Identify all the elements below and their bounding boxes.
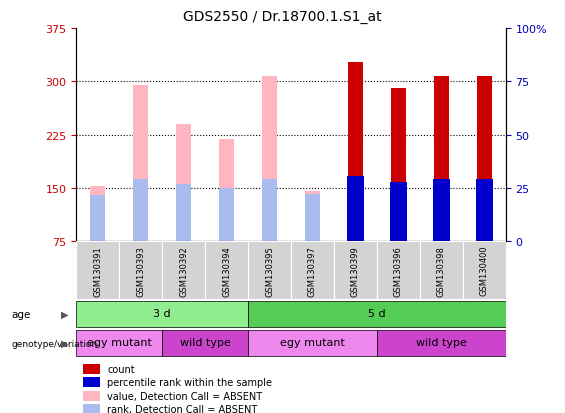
Bar (390, 183, 407, 242)
Bar (90, 186, 105, 242)
Bar (391, 89, 406, 242)
Text: GSM130395: GSM130395 (265, 245, 274, 296)
Bar (334, 242, 377, 299)
Text: value, Detection Call = ABSENT: value, Detection Call = ABSENT (107, 391, 262, 401)
Text: ▶: ▶ (61, 309, 69, 319)
Text: egy mutant: egy mutant (280, 338, 345, 348)
Text: percentile rank within the sample: percentile rank within the sample (107, 377, 272, 387)
Text: egy mutant: egy mutant (87, 338, 151, 348)
Bar (176, 125, 191, 242)
Text: GSM130392: GSM130392 (179, 245, 188, 296)
Bar (90, 195, 105, 242)
Bar (119, 242, 162, 299)
Text: 3 d: 3 d (153, 309, 171, 319)
Text: GSM130400: GSM130400 (480, 245, 489, 296)
Text: count: count (107, 364, 134, 374)
Bar (291, 242, 334, 299)
Text: rank, Detection Call = ABSENT: rank, Detection Call = ABSENT (107, 404, 257, 413)
Text: GSM130398: GSM130398 (437, 245, 446, 296)
Bar (248, 330, 377, 356)
Text: GSM130394: GSM130394 (222, 245, 231, 296)
Text: GDS2550 / Dr.18700.1.S1_at: GDS2550 / Dr.18700.1.S1_at (183, 10, 382, 24)
Bar (83, 404, 100, 413)
Text: 5 d: 5 d (368, 309, 386, 319)
Bar (176, 185, 191, 242)
Bar (133, 85, 148, 242)
Text: genotype/variation: genotype/variation (11, 339, 98, 348)
Bar (76, 330, 162, 356)
Bar (76, 242, 119, 299)
Bar (248, 301, 506, 327)
Bar (463, 242, 506, 299)
Text: GSM130391: GSM130391 (93, 245, 102, 296)
Text: GSM130393: GSM130393 (136, 245, 145, 296)
Bar (262, 179, 277, 242)
Bar (305, 195, 320, 242)
Bar (83, 377, 100, 387)
Text: GSM130396: GSM130396 (394, 245, 403, 296)
Bar (76, 301, 248, 327)
Text: GSM130399: GSM130399 (351, 245, 360, 296)
Bar (377, 242, 420, 299)
Text: ▶: ▶ (61, 338, 69, 348)
Text: wild type: wild type (416, 338, 467, 348)
Text: GSM130397: GSM130397 (308, 245, 317, 296)
Bar (248, 242, 291, 299)
Bar (162, 330, 248, 356)
Bar (133, 179, 148, 242)
Bar (205, 242, 248, 299)
Bar (420, 242, 463, 299)
Bar (219, 140, 234, 242)
Bar (219, 188, 234, 242)
Bar (377, 330, 506, 356)
Bar (477, 76, 492, 242)
Text: wild type: wild type (180, 338, 231, 348)
Bar (347, 176, 364, 242)
Bar (433, 179, 450, 242)
Bar (476, 179, 493, 242)
Bar (83, 391, 100, 401)
Bar (305, 192, 320, 242)
Bar (348, 63, 363, 242)
Bar (434, 76, 449, 242)
Bar (83, 364, 100, 374)
Text: age: age (11, 309, 31, 319)
Bar (162, 242, 205, 299)
Bar (262, 77, 277, 242)
